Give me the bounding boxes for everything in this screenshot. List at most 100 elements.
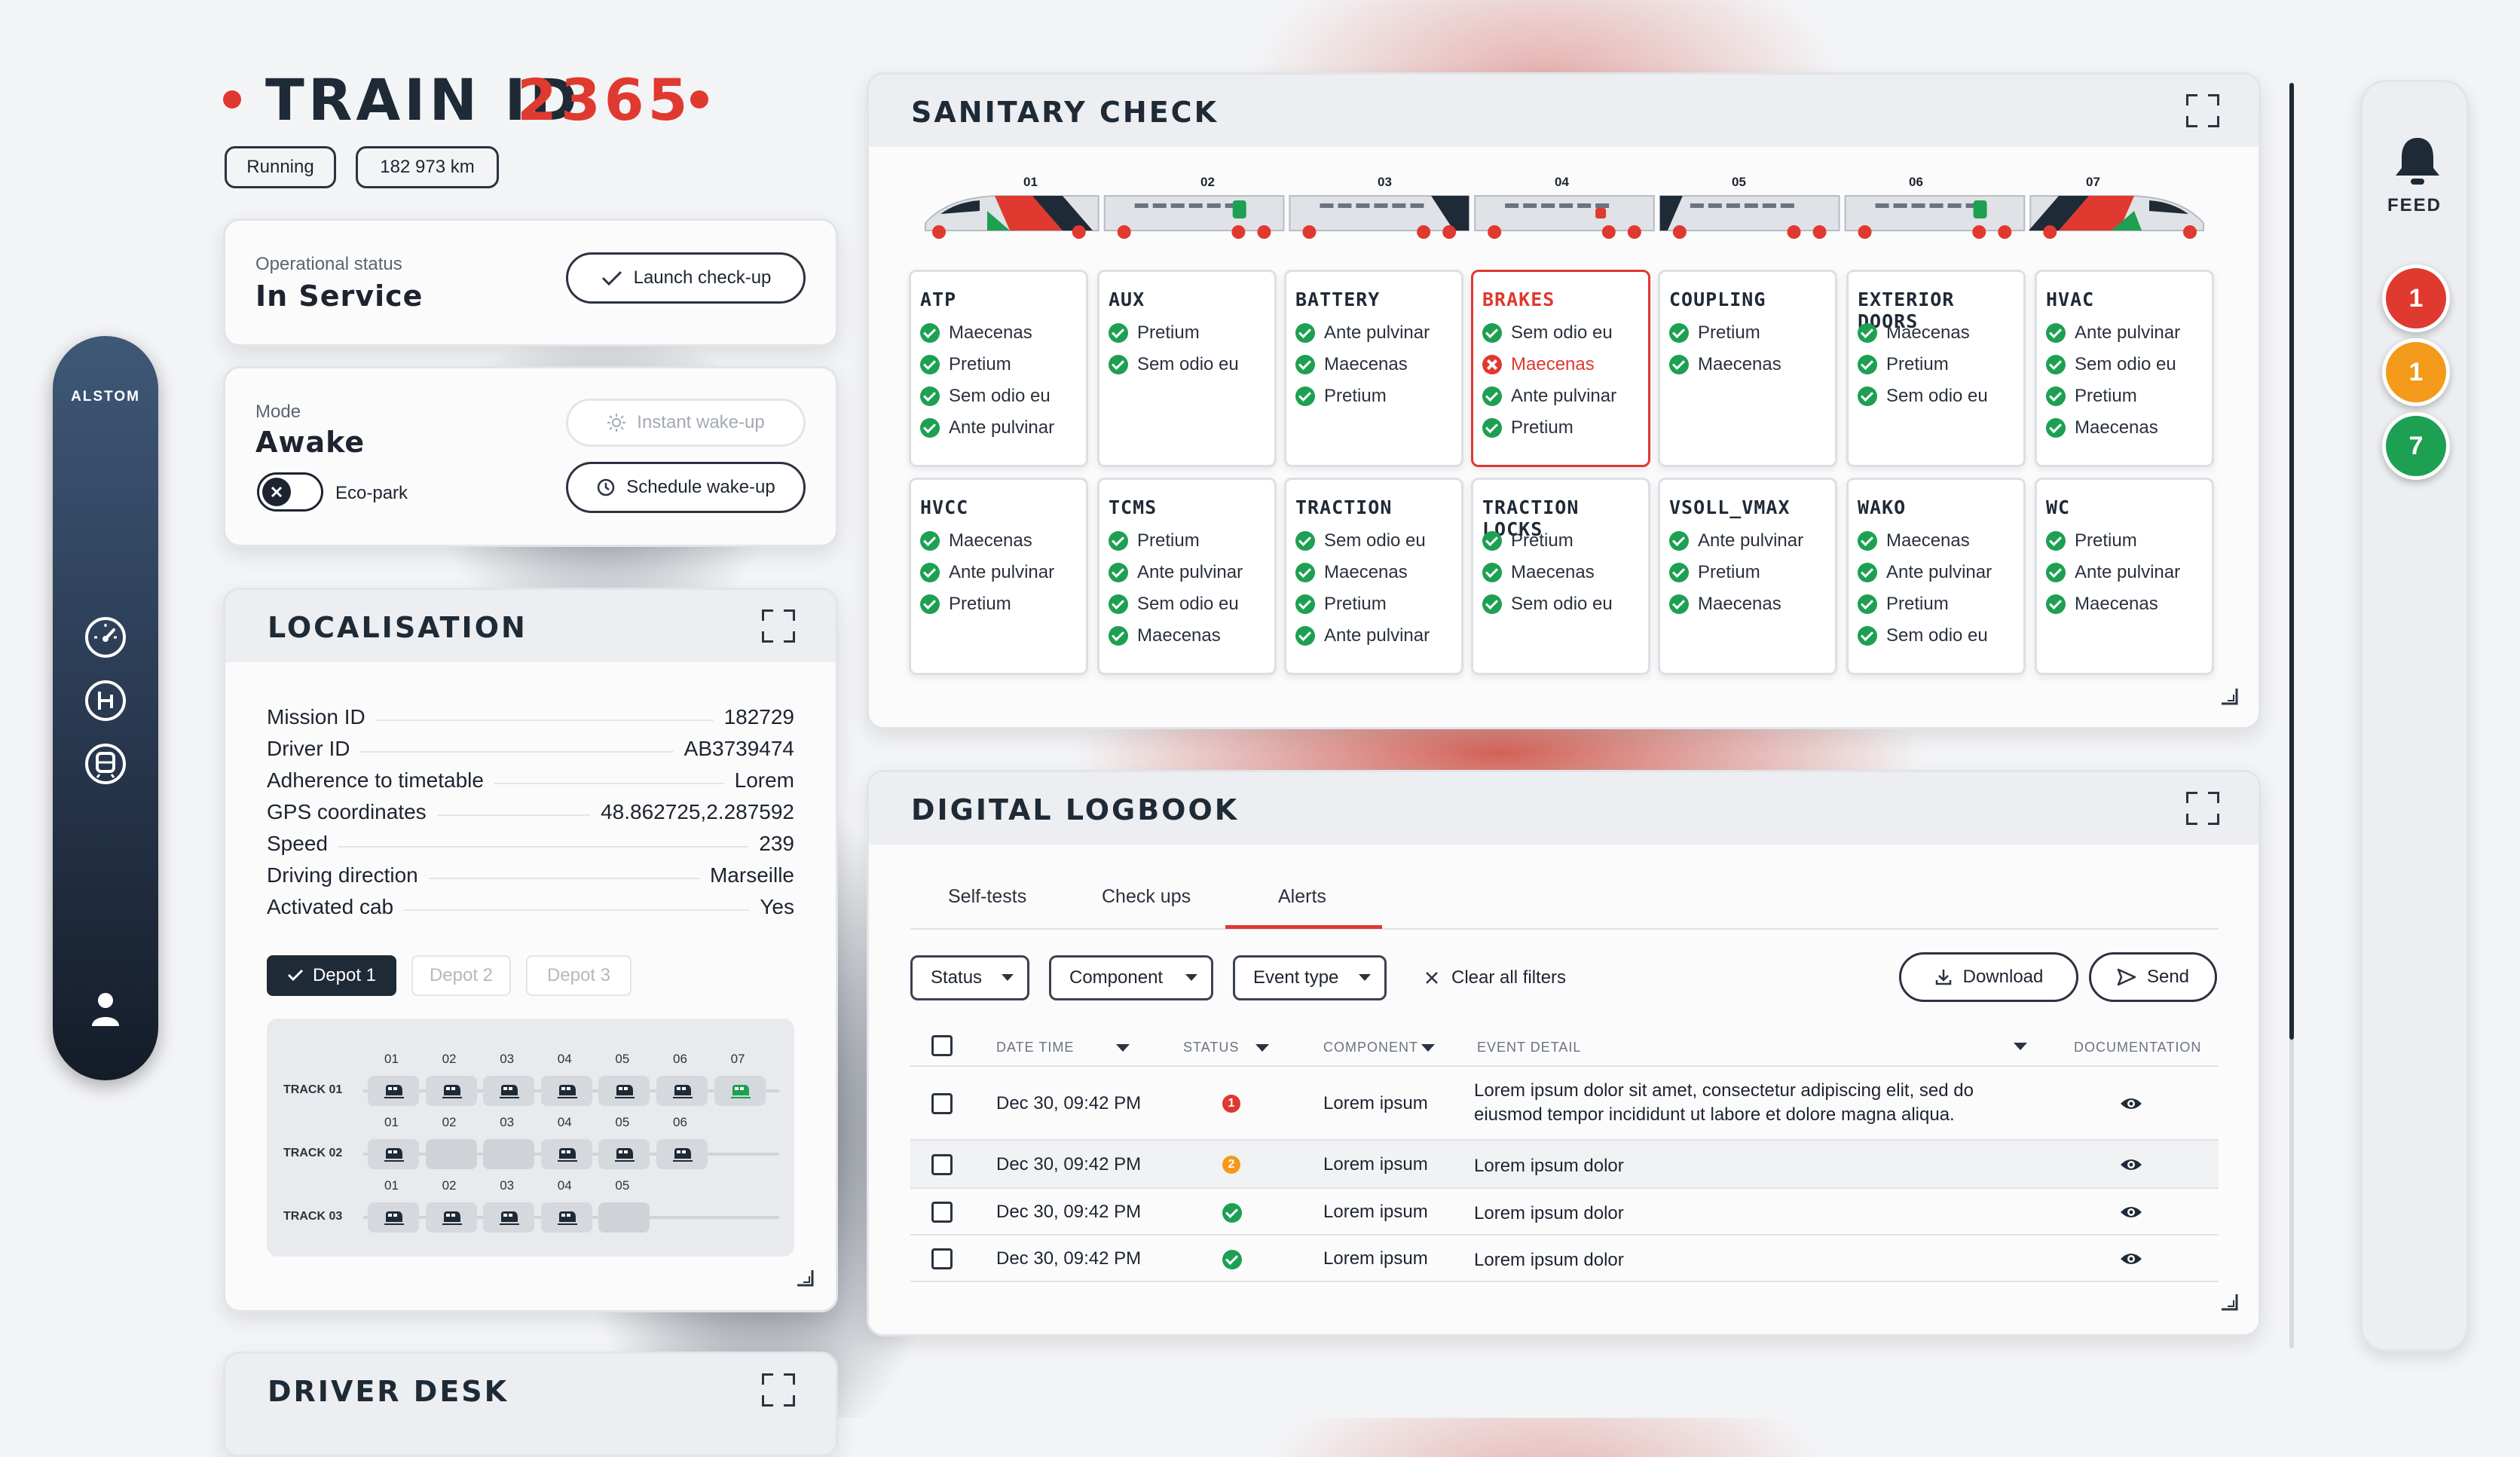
expand-icon[interactable] (762, 609, 795, 643)
resize-handle-icon[interactable] (794, 1267, 815, 1288)
eye-icon[interactable] (2119, 1250, 2143, 1268)
eye-icon[interactable] (2119, 1203, 2143, 1221)
row-checkbox[interactable] (931, 1202, 953, 1223)
track-slot[interactable] (368, 1139, 419, 1169)
depot-tab-2[interactable]: Depot 2 (411, 955, 511, 996)
system-card-hvac[interactable]: HVAC Ante pulvinar Sem odio eu Pretium Maece… (2035, 270, 2214, 467)
eye-icon[interactable] (2119, 1095, 2143, 1113)
system-card-wc[interactable]: WC Pretium Ante pulvinar Maecenas (2035, 478, 2214, 675)
system-card-coupling[interactable]: COUPLING Pretium Maecenas (1658, 270, 1837, 467)
notification-badge[interactable]: 1 (2382, 264, 2450, 332)
track-slot[interactable] (425, 1076, 477, 1106)
table-row[interactable] (910, 1189, 2219, 1236)
localisation-row: Activated cab Yes (267, 892, 794, 922)
check-circle-icon (1482, 386, 1502, 406)
table-row[interactable] (910, 1141, 2219, 1189)
driver-desk-title: DRIVER DESK (268, 1375, 509, 1408)
track-slot[interactable] (425, 1139, 477, 1169)
brake-handle-icon[interactable] (83, 678, 128, 723)
track-slot[interactable] (368, 1076, 419, 1106)
track-slot[interactable] (425, 1202, 477, 1232)
status-filter[interactable]: Status (910, 955, 1029, 1000)
check-circle-icon (2046, 563, 2066, 582)
system-check-item: Sem odio eu (1482, 593, 1613, 615)
track-slot[interactable] (714, 1076, 766, 1106)
resize-handle-icon[interactable] (2219, 1291, 2240, 1312)
table-row[interactable] (910, 1067, 2219, 1141)
eco-park-toggle[interactable] (257, 472, 323, 512)
system-check-item: Maecenas (920, 322, 1032, 344)
car-number: 05 (1732, 175, 1746, 189)
expand-icon[interactable] (2186, 94, 2219, 127)
table-row[interactable] (910, 1236, 2219, 1282)
column-header-component[interactable]: COMPONENT (1323, 1040, 1435, 1055)
track-slot[interactable] (656, 1139, 708, 1169)
download-button[interactable]: Download (1899, 952, 2078, 1002)
slot-number: 04 (557, 1178, 572, 1193)
track-slot[interactable] (656, 1076, 708, 1106)
depot-tab-1[interactable]: Depot 1 (267, 955, 396, 996)
tab-check-ups[interactable]: Check ups (1102, 886, 1191, 907)
system-card-traction[interactable]: TRACTION Sem odio eu Maecenas Pretium Ante p… (1284, 478, 1463, 675)
track-slot[interactable] (483, 1202, 535, 1232)
row-datetime: Dec 30, 09:42 PM (996, 1248, 1142, 1269)
track-slot[interactable] (540, 1076, 592, 1106)
row-event-detail: Lorem ipsum dolor sit amet, consectetur … (1474, 1080, 1974, 1125)
tab-self-tests[interactable]: Self-tests (948, 886, 1027, 907)
track-slot[interactable] (368, 1202, 419, 1232)
system-card-vsoll-vmax[interactable]: VSOLL_VMAX Ante pulvinar Pretium Maecenas (1658, 478, 1837, 675)
system-card-traction-locks[interactable]: TRACTION LOCKS Pretium Maecenas Sem odio eu (1471, 478, 1650, 675)
track-slot[interactable] (483, 1139, 535, 1169)
scrollbar-track[interactable] (2289, 83, 2294, 1349)
system-card-aux[interactable]: AUX Pretium Sem odio eu (1097, 270, 1277, 467)
launch-checkup-button[interactable]: Launch check-up (566, 252, 806, 304)
expand-icon[interactable] (2186, 792, 2219, 825)
check-circle-icon (1222, 1203, 1242, 1223)
column-header-event-detail[interactable]: EVENT DETAIL (1477, 1040, 1582, 1055)
slot-number: 04 (557, 1052, 572, 1066)
train-icon[interactable] (83, 741, 128, 787)
clear-filters-button[interactable]: Clear all filters (1424, 966, 1566, 990)
send-button[interactable]: Send (2089, 952, 2217, 1002)
check-circle-icon (1109, 563, 1128, 582)
system-card-battery[interactable]: BATTERY Ante pulvinar Maecenas Pretium (1284, 270, 1463, 467)
track-slot[interactable] (598, 1139, 650, 1169)
track-slot[interactable] (540, 1139, 592, 1169)
depot-tab-3[interactable]: Depot 3 (526, 955, 632, 996)
expand-icon[interactable] (762, 1373, 795, 1407)
system-card-brakes[interactable]: BRAKES Sem odio eu Maecenas Ante pulvinar Pr… (1471, 270, 1650, 467)
leader-line (338, 846, 749, 848)
column-header-datetime[interactable]: DATE TIME (996, 1040, 1130, 1055)
chevron-down-icon[interactable] (2014, 1043, 2027, 1050)
close-icon (271, 486, 283, 498)
row-checkbox[interactable] (931, 1154, 953, 1175)
system-card-exterior-doors[interactable]: EXTERIOR DOORS Maecenas Pretium Sem odio eu (1846, 270, 2026, 467)
scrollbar-thumb[interactable] (2289, 83, 2294, 1040)
system-check-label: Sem odio eu (1886, 625, 1988, 646)
eye-icon[interactable] (2119, 1156, 2143, 1174)
notification-badge[interactable]: 7 (2382, 412, 2450, 480)
system-check-item: Pretium (1482, 530, 1573, 552)
column-header-status[interactable]: STATUS (1183, 1040, 1270, 1055)
track-slot[interactable] (598, 1076, 650, 1106)
tab-alerts[interactable]: Alerts (1278, 886, 1326, 907)
user-icon[interactable] (90, 991, 121, 1028)
notification-badge[interactable]: 1 (2382, 338, 2450, 406)
bell-icon[interactable] (2391, 135, 2444, 188)
system-card-wako[interactable]: WAKO Maecenas Ante pulvinar Pretium Sem odio… (1846, 478, 2026, 675)
system-card-hvcc[interactable]: HVCC Maecenas Ante pulvinar Pretium (909, 478, 1088, 675)
row-checkbox[interactable] (931, 1093, 953, 1114)
select-all-checkbox[interactable] (931, 1035, 953, 1056)
resize-handle-icon[interactable] (2219, 686, 2240, 707)
event-type-filter[interactable]: Event type (1233, 955, 1387, 1000)
track-slot[interactable] (598, 1202, 650, 1232)
system-check-label: Maecenas (1324, 354, 1408, 374)
track-slot[interactable] (540, 1202, 592, 1232)
system-card-atp[interactable]: ATP Maecenas Pretium Sem odio eu Ante pulvin… (909, 270, 1088, 467)
track-slot[interactable] (483, 1076, 535, 1106)
schedule-wakeup-button[interactable]: Schedule wake-up (566, 462, 806, 513)
row-checkbox[interactable] (931, 1248, 953, 1269)
speedometer-icon[interactable] (83, 615, 128, 660)
component-filter[interactable]: Component (1049, 955, 1213, 1000)
system-card-tcms[interactable]: TCMS Pretium Ante pulvinar Sem odio eu Maece… (1097, 478, 1277, 675)
